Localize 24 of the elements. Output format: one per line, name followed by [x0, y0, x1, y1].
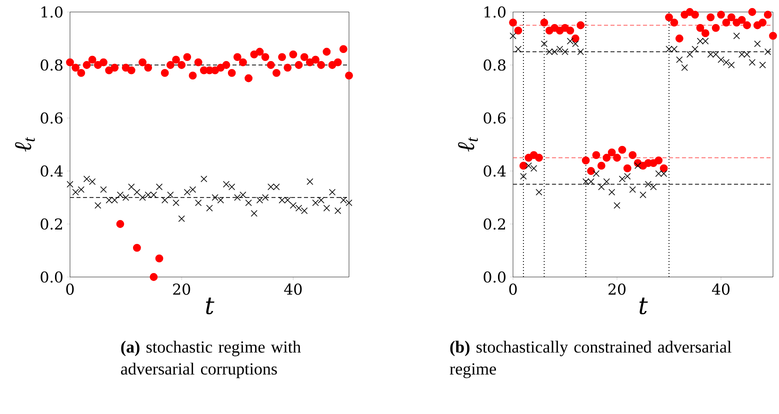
- text: (b) stochastically constrained adversarial regime: [450, 340, 732, 378]
- x-axis-title: t: [206, 298, 214, 314]
- y-tick-label: 0.6: [40, 112, 63, 124]
- y-tick-label: 0.0: [484, 271, 506, 283]
- y-tick-label: 0.4: [40, 165, 63, 177]
- y-tick-label: 0.2: [40, 218, 62, 230]
- x-axis-title: t: [640, 298, 648, 314]
- y-tick-label: 0.6: [484, 112, 506, 124]
- y-axis-title: ℓ$_{t}$: [15, 137, 35, 152]
- y-tick-label: 0.2: [484, 218, 506, 230]
- text: (a) stochastic regime with adversarial corruptions: [121, 340, 301, 378]
- x-tick-label: 0: [509, 284, 517, 295]
- y-tick-label: 0.4: [484, 165, 506, 177]
- y-tick-label: 1.0: [42, 6, 62, 18]
- x-tick-label: 20: [608, 284, 626, 295]
- y-tick-label: 1.0: [484, 6, 506, 18]
- y-tick-label: 0.8: [40, 59, 62, 71]
- y-axis-title: ℓ$_{t}$: [458, 137, 478, 152]
- y-tick-label: 0.0: [40, 271, 62, 283]
- y-tick-label: 0.8: [484, 59, 506, 71]
- x-tick-label: 20: [173, 284, 190, 295]
- x-tick-label: 40: [284, 284, 302, 295]
- x-tick-label: 40: [712, 284, 730, 295]
- x-tick-label: 0: [66, 284, 74, 295]
